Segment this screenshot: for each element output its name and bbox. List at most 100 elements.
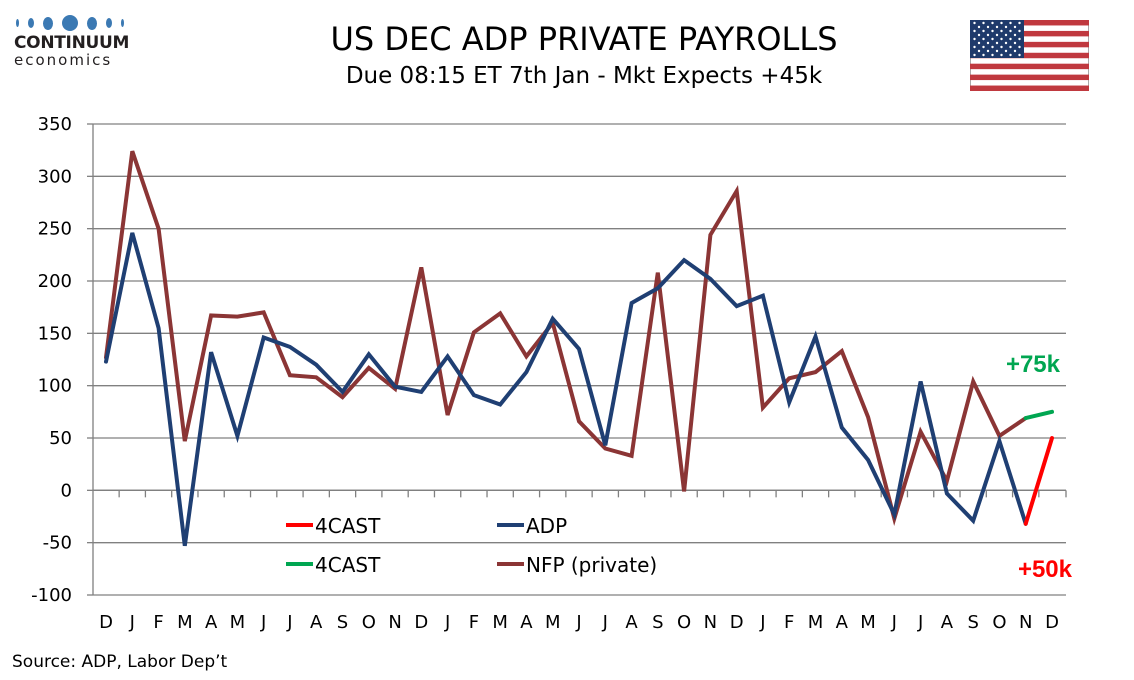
x-tick-label: J	[444, 612, 450, 633]
y-axis-ticks: 350 300 250 200 150 100 50 0 -50 -100	[31, 114, 93, 606]
flag-star	[1000, 53, 1003, 57]
x-tick-label: D	[730, 612, 744, 633]
flag-star	[973, 45, 976, 49]
x-tick-label: J	[602, 612, 608, 633]
flag-star	[1009, 53, 1012, 57]
adp-line	[104, 232, 1028, 547]
x-tick-label: O	[992, 612, 1006, 633]
flag-star	[982, 45, 985, 49]
x-tick-label: A	[520, 612, 533, 633]
flag-star	[973, 29, 976, 33]
flag-star	[1009, 45, 1012, 49]
x-tick-label: N	[1019, 612, 1032, 633]
flag-star	[995, 25, 999, 29]
annotation-nfp-forecast: +75k	[1006, 351, 1061, 378]
x-tick-label: J	[286, 612, 292, 633]
flag-star	[986, 25, 990, 29]
source-note: Source: ADP, Labor Dep’t	[12, 652, 228, 672]
flag-star	[977, 25, 981, 29]
flag-star	[991, 53, 994, 57]
flag-star	[977, 41, 981, 45]
x-tick-label: M	[808, 612, 824, 633]
flag-star	[991, 37, 994, 41]
flag-star	[1013, 33, 1017, 37]
flag-star	[1004, 41, 1008, 45]
flag-star	[1018, 37, 1021, 41]
x-tick-label: J	[260, 612, 266, 633]
flag-star	[991, 29, 994, 33]
flag-star	[986, 41, 990, 45]
x-tick-label: D	[414, 612, 428, 633]
flag-star	[991, 21, 994, 25]
flag-star	[1000, 29, 1003, 33]
x-tick-label: A	[941, 612, 954, 633]
logo-subtitle: economics	[14, 51, 113, 69]
annotation-adp-forecast: +50k	[1018, 556, 1073, 583]
x-tick-label: A	[836, 612, 849, 633]
x-tick-label: D	[99, 612, 113, 633]
x-tick-label: S	[337, 612, 348, 633]
flag-stripe	[970, 20, 1089, 26]
flag-star	[982, 53, 985, 57]
legend: 4CAST ADP 4CAST NFP (private)	[286, 514, 657, 577]
flag-star	[1018, 29, 1021, 33]
flag-stripe	[970, 74, 1089, 81]
flag-star	[982, 21, 985, 25]
y-tick-label: 300	[38, 166, 72, 187]
flag-star	[1013, 49, 1017, 53]
x-tick-label: O	[677, 612, 691, 633]
flag-star	[1013, 41, 1017, 45]
flag-star	[1009, 37, 1012, 41]
x-tick-label: M	[230, 612, 246, 633]
y-tick-label: -50	[43, 533, 72, 554]
continuum-logo: CONTINUUM economics	[14, 14, 134, 68]
x-tick-label: A	[310, 612, 323, 633]
adp-forecast-line	[1023, 436, 1054, 526]
flag-star	[973, 21, 976, 25]
x-tick-label: M	[177, 612, 193, 633]
flag-star	[986, 33, 990, 37]
gridlines	[93, 123, 1066, 596]
y-tick-label: 50	[49, 428, 72, 449]
series-lines	[104, 150, 1054, 547]
logo-name: CONTINUUM	[14, 33, 130, 53]
x-tick-label: M	[545, 612, 561, 633]
x-tick-label: S	[967, 612, 978, 633]
flag-star	[995, 49, 999, 53]
x-tick-label: N	[388, 612, 401, 633]
flag-star	[1018, 45, 1021, 49]
flag-star	[1009, 21, 1012, 25]
nfp-forecast-line	[1023, 409, 1054, 421]
flag-star	[1000, 45, 1003, 49]
x-tick-label: S	[652, 612, 663, 633]
y-tick-label: -100	[31, 585, 72, 606]
y-tick-label: 350	[38, 114, 72, 135]
x-tick-label: J	[129, 612, 135, 633]
us-flag-icon	[970, 20, 1089, 91]
y-tick-label: 0	[61, 480, 72, 501]
flag-star	[1000, 37, 1003, 41]
x-tick-label: D	[1045, 612, 1059, 633]
x-tick-label: A	[625, 612, 638, 633]
flag-star	[995, 41, 999, 45]
x-tick-label: J	[891, 612, 897, 633]
axes	[92, 124, 1066, 595]
flag-star	[977, 33, 981, 37]
flag-star	[1018, 21, 1021, 25]
flag-star	[973, 37, 976, 41]
flag-star	[1004, 25, 1008, 29]
flag-star	[982, 37, 985, 41]
flag-stripe	[970, 85, 1089, 91]
x-tick-label: F	[469, 612, 479, 633]
legend-label: 4CAST	[315, 514, 381, 538]
legend-label: NFP (private)	[526, 553, 657, 577]
flag-star	[1018, 53, 1021, 57]
chart-subtitle: Due 08:15 ET 7th Jan - Mkt Expects +45k	[345, 63, 823, 89]
flag-star	[995, 33, 999, 37]
legend-label: 4CAST	[315, 553, 381, 577]
chart-title: US DEC ADP PRIVATE PAYROLLS	[330, 20, 838, 58]
flag-stripe	[970, 52, 1089, 59]
flag-star	[1000, 21, 1003, 25]
